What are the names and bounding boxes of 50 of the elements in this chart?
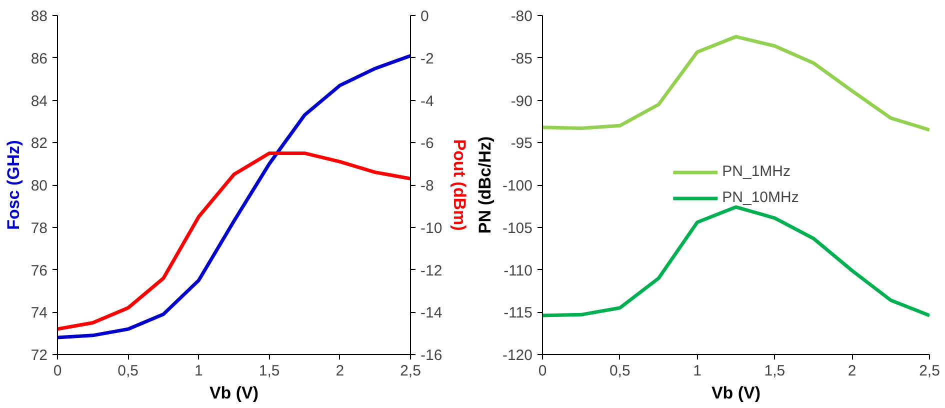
legend-label: PN_1MHz	[722, 163, 791, 180]
x-axis-title: Vb (V)	[711, 384, 761, 402]
y-tick-label: 80	[30, 178, 48, 194]
x-tick-label: 1,5	[258, 362, 280, 380]
y-tick-label: 78	[30, 220, 48, 237]
y-tick-label: 76	[30, 262, 48, 280]
line-series	[542, 205, 930, 318]
y-tick-label: 86	[30, 50, 48, 68]
x-tick-label: 1	[194, 362, 203, 380]
y-tick-label: -85	[510, 50, 533, 68]
y-tick-label: -95	[510, 135, 533, 152]
y2-tick-label: -8	[420, 178, 434, 194]
y2-tick-label: -6	[420, 135, 434, 152]
x-tick-label: 0,5	[118, 362, 139, 380]
y-tick-label: -120	[502, 347, 533, 364]
y-tick-label: -105	[502, 220, 533, 237]
y-tick-label: -80	[510, 8, 533, 25]
y-tick-label: -100	[502, 178, 533, 194]
line-series	[58, 151, 410, 331]
y-tick-label: 74	[30, 304, 48, 322]
y2-tick-label: -4	[420, 92, 434, 110]
y-tick-label: -115	[504, 304, 533, 322]
line-series	[542, 34, 930, 132]
y-tick-label: 82	[30, 135, 48, 152]
x-tick-label: 2,5	[919, 362, 940, 380]
y-tick-label: 72	[30, 347, 48, 364]
x-tick-label: 0	[538, 362, 547, 380]
y2-tick-label: -10	[420, 220, 442, 237]
x-tick-label: 1	[693, 362, 702, 380]
x-axis-title: Vb (V)	[209, 384, 259, 402]
x-tick-label: 0,5	[609, 362, 630, 380]
x-tick-label: 2,5	[400, 362, 421, 380]
y-tick-label: -110	[504, 262, 533, 280]
y2-tick-label: 0	[420, 8, 429, 25]
x-tick-label: 1,5	[764, 362, 786, 380]
x-tick-label: 2	[848, 362, 856, 380]
x-tick-label: 2	[336, 362, 344, 380]
legend-label: PN_10MHz	[722, 189, 799, 206]
y2-tick-label: -12	[420, 262, 442, 280]
y-axis-title: Fosc (GHz)	[4, 140, 23, 230]
y-axis-title: PN (dBc/Hz)	[475, 136, 494, 234]
y-tick-label: -90	[510, 92, 533, 110]
y2-tick-label: -16	[420, 347, 442, 364]
x-tick-label: 0	[53, 362, 62, 380]
line-series	[58, 54, 410, 340]
y2-tick-label: -2	[420, 50, 434, 68]
y-tick-label: 84	[30, 92, 48, 110]
y2-axis-title: Pout (dBm)	[450, 139, 470, 231]
y2-tick-label: -14	[420, 304, 442, 322]
y-tick-label: 88	[30, 8, 48, 25]
